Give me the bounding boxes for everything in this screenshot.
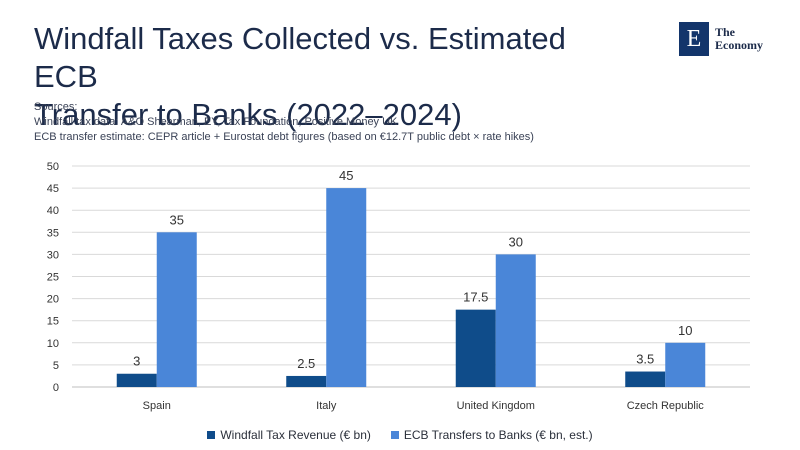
logo-text-line-1: The — [715, 25, 736, 39]
x-tick-label: Spain — [143, 400, 171, 412]
bar — [156, 232, 197, 387]
bar — [286, 375, 327, 387]
y-tick-label: 30 — [47, 249, 59, 261]
sources-note: Sources: Windfall tax data: A&O Shearman… — [34, 100, 774, 145]
data-label: 45 — [339, 168, 353, 183]
logo-text: The Economy — [715, 26, 763, 52]
legend-item-windfall: Windfall Tax Revenue (€ bn) — [207, 428, 371, 442]
data-label: 30 — [509, 234, 523, 249]
bar — [495, 254, 536, 387]
chart-title: Windfall Taxes Collected vs. Estimated E… — [34, 20, 634, 134]
x-tick-label: Italy — [316, 400, 337, 412]
y-tick-label: 0 — [53, 382, 59, 394]
legend-swatch-ecb — [390, 431, 399, 439]
data-label: 35 — [170, 212, 184, 227]
legend-swatch-windfall — [207, 431, 216, 439]
sources-line-1: Windfall tax data: A&O Shearman, EY, Tax… — [34, 116, 398, 128]
legend-label-ecb: ECB Transfers to Banks (€ bn, est.) — [403, 428, 593, 442]
logo-mark-icon: E — [679, 22, 709, 56]
sources-line-2: ECB transfer estimate: CEPR article + Eu… — [34, 131, 534, 143]
data-label: 2.5 — [297, 356, 315, 371]
y-tick-label: 25 — [47, 272, 59, 284]
bar — [625, 371, 666, 387]
sources-heading: Sources: — [34, 101, 78, 113]
chart-title-line-2: Transfer to Banks (2022–2024) — [34, 97, 462, 132]
y-tick-label: 50 — [47, 161, 59, 173]
data-label: 17.5 — [463, 290, 488, 305]
chart-legend: Windfall Tax Revenue (€ bn) ECB Transfer… — [0, 428, 800, 442]
legend-label-windfall: Windfall Tax Revenue (€ bn) — [220, 428, 371, 442]
y-tick-label: 15 — [47, 316, 59, 328]
legend-item-ecb: ECB Transfers to Banks (€ bn, est.) — [390, 428, 593, 442]
logo-text-line-2: Economy — [715, 38, 763, 52]
chart-title-line-1: Windfall Taxes Collected vs. Estimated E… — [34, 21, 566, 94]
bar — [326, 188, 367, 387]
x-tick-label: United Kingdom — [457, 400, 535, 412]
y-tick-label: 40 — [47, 205, 59, 217]
bar — [116, 373, 157, 387]
data-label: 3 — [133, 354, 140, 369]
y-tick-label: 5 — [53, 360, 59, 372]
x-tick-label: Czech Republic — [627, 400, 705, 412]
y-tick-label: 20 — [47, 294, 59, 306]
bar — [665, 342, 706, 387]
data-label: 10 — [678, 323, 692, 338]
the-economy-logo: E The Economy — [679, 22, 763, 56]
data-label: 3.5 — [636, 352, 654, 367]
y-tick-label: 45 — [47, 183, 59, 195]
bar — [455, 309, 496, 387]
y-tick-label: 35 — [47, 227, 59, 239]
y-tick-label: 10 — [47, 338, 59, 350]
